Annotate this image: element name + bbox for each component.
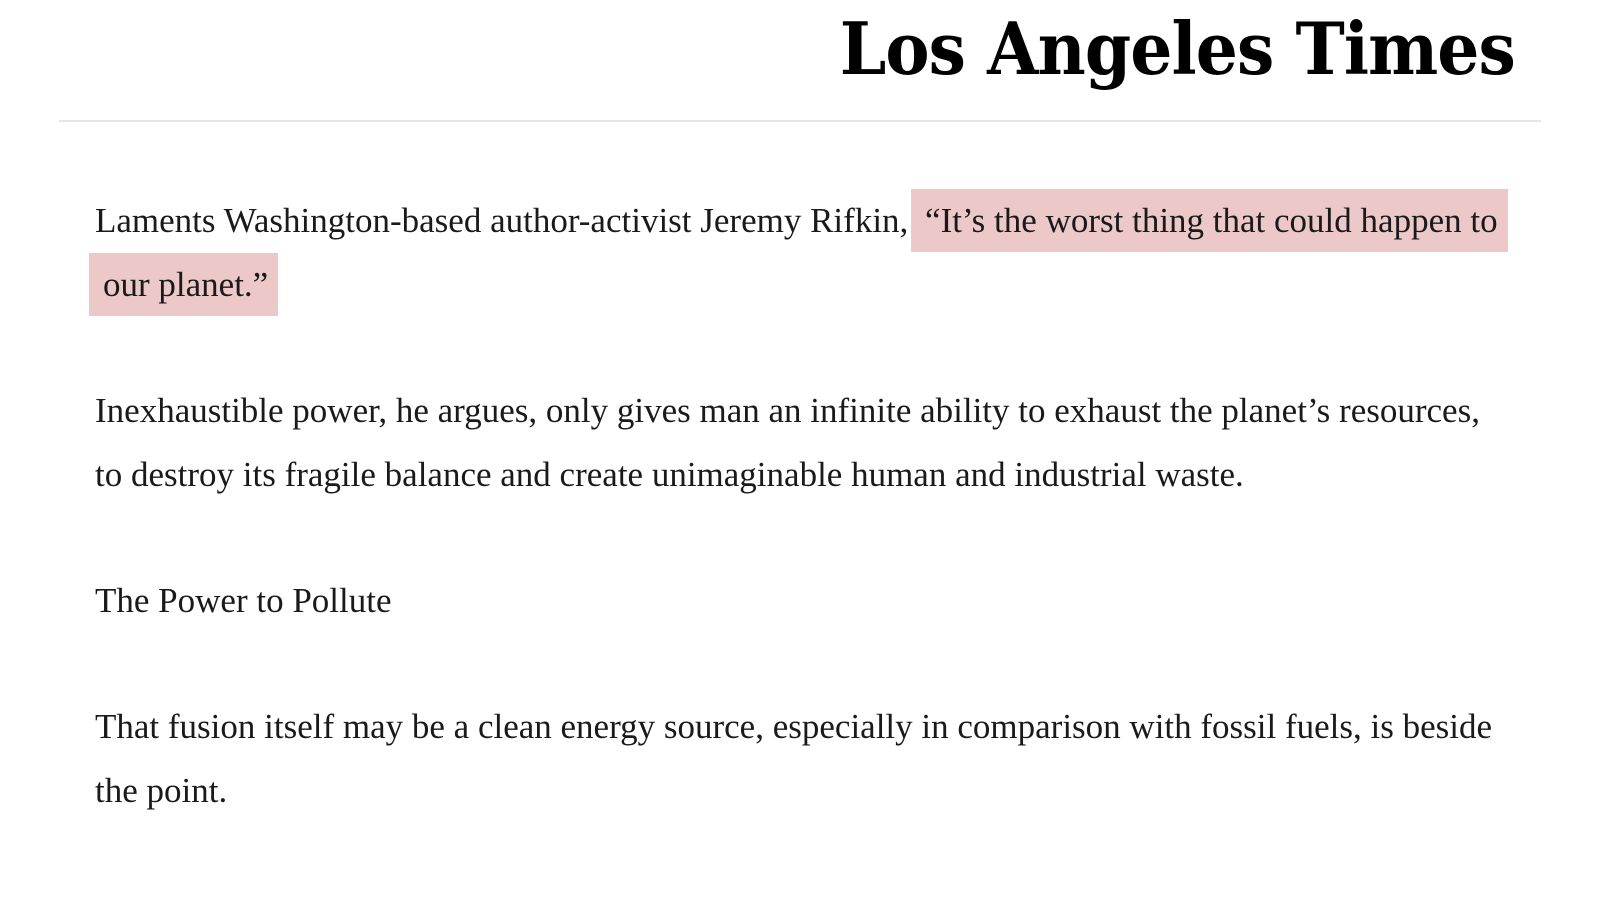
article-paragraph: That fusion itself may be a clean energy… xyxy=(95,707,1493,810)
paragraph-lead-text: Laments Washington-based author-activist… xyxy=(95,201,918,240)
masthead: Los Angeles Times xyxy=(59,0,1541,122)
section-subheading: The Power to Pollute xyxy=(95,581,392,620)
article-paragraph-quote: Laments Washington-based author-activist… xyxy=(89,189,1515,317)
article-paragraph: Inexhaustible power, he argues, only giv… xyxy=(95,391,1480,494)
article-body: Laments Washington-based author-activist… xyxy=(89,189,1515,823)
los-angeles-times-logo[interactable]: Los Angeles Times xyxy=(839,6,1516,91)
